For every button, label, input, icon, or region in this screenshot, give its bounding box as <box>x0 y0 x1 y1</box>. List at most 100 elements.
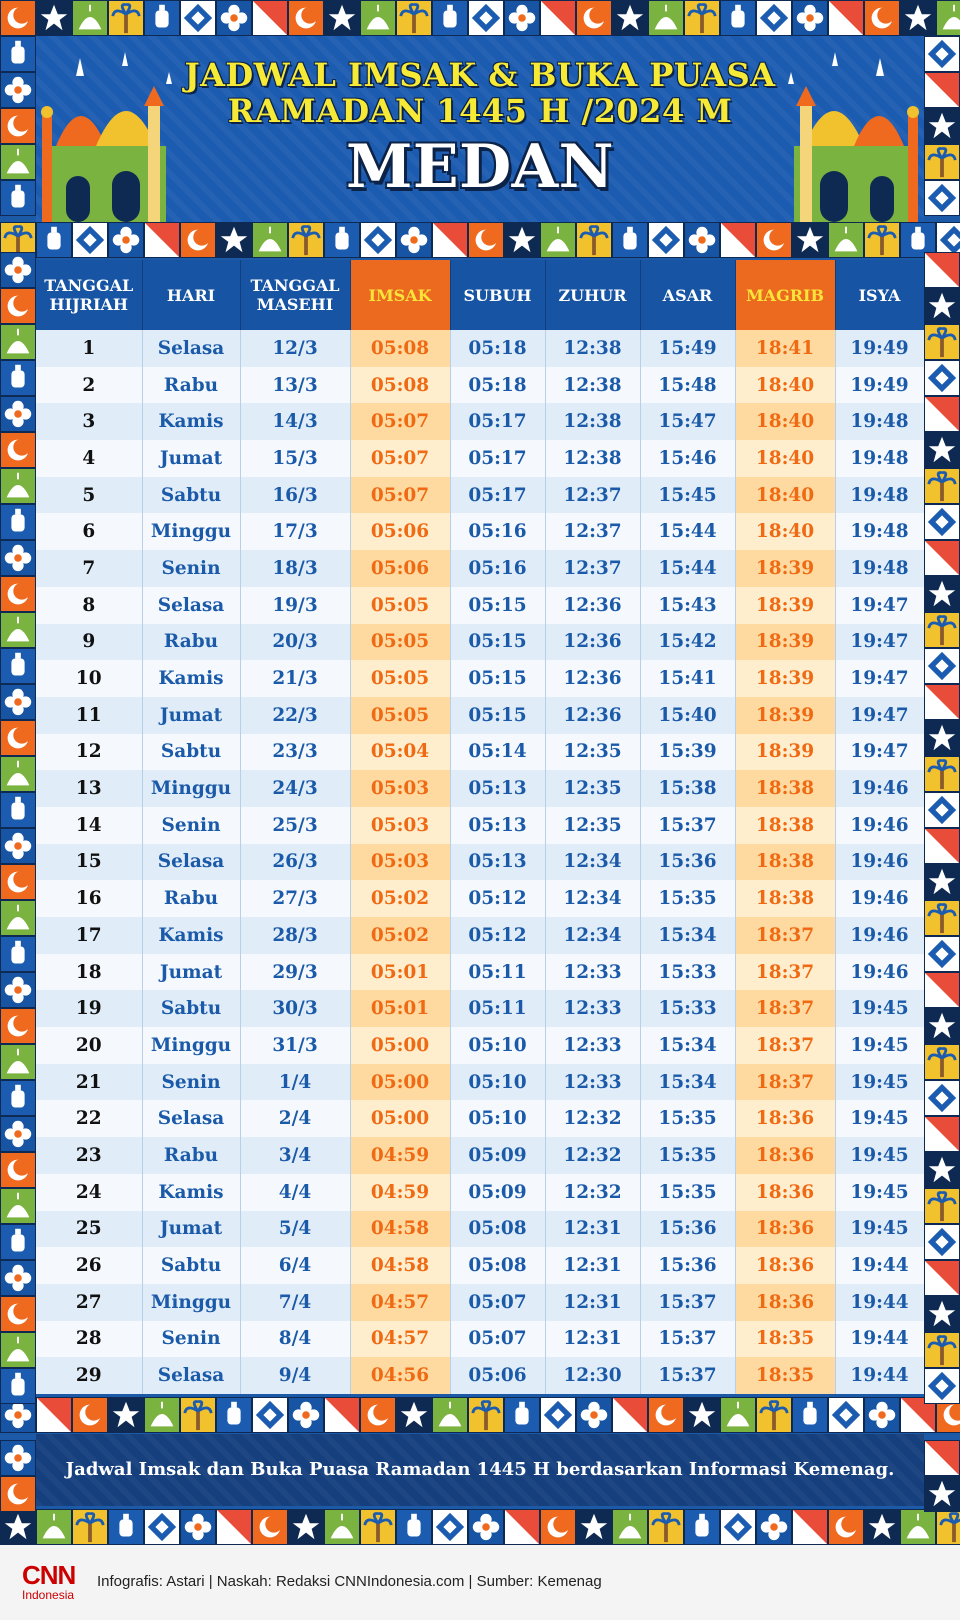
cell-imsak: 05:01 <box>350 953 451 991</box>
cell-zuhur: 12:35 <box>545 770 641 807</box>
crescent-icon <box>0 1152 36 1188</box>
cell-hari: Rabu <box>142 623 241 661</box>
cell-subuh: 05:11 <box>450 990 546 1028</box>
cell-imsak: 04:59 <box>350 1173 451 1211</box>
cell-hij: 3 <box>36 403 143 441</box>
star-icon <box>924 864 960 900</box>
flower-icon <box>0 972 36 1008</box>
crescent-icon <box>0 576 36 612</box>
flower-icon <box>180 1509 216 1545</box>
cell-masehi: 19/3 <box>240 586 351 624</box>
cell-zuhur: 12:32 <box>545 1100 641 1138</box>
cell-hari: Senin <box>142 1063 241 1101</box>
lantern-icon <box>0 936 36 972</box>
cell-asar: 15:37 <box>640 1283 736 1321</box>
diamond-icon <box>924 648 960 684</box>
lantern-icon <box>684 1509 720 1545</box>
triangle-icon <box>924 252 960 288</box>
cell-masehi: 30/3 <box>240 990 351 1028</box>
crescent-icon <box>252 1509 288 1545</box>
cell-subuh: 05:15 <box>450 623 546 661</box>
cell-isya: 19:46 <box>835 880 925 917</box>
star-icon <box>864 1509 900 1545</box>
cell-hij: 5 <box>36 476 143 514</box>
cell-masehi: 4/4 <box>240 1173 351 1211</box>
star-icon <box>924 576 960 612</box>
cell-subuh: 05:10 <box>450 1027 546 1064</box>
lantern-icon <box>432 0 468 36</box>
cell-subuh: 05:16 <box>450 550 546 587</box>
cell-subuh: 05:13 <box>450 770 546 807</box>
cell-magrib: 18:37 <box>735 990 836 1028</box>
table-row: 28 Senin 8/4 04:57 05:07 12:31 15:37 18:35 19:44 <box>36 1320 925 1358</box>
cell-isya: 19:44 <box>835 1247 925 1284</box>
cell-isya: 19:47 <box>835 623 925 661</box>
diamond-icon <box>648 222 684 258</box>
diamond-icon <box>924 36 960 72</box>
flower-icon <box>0 540 36 576</box>
cell-hij: 15 <box>36 843 143 881</box>
mosque-dome-icon <box>252 222 288 258</box>
lantern-icon <box>144 0 180 36</box>
cell-magrib: 18:35 <box>735 1357 836 1394</box>
table-row: 27 Minggu 7/4 04:57 05:07 12:31 15:37 18:36 19:4… <box>36 1283 925 1321</box>
star-icon <box>792 222 828 258</box>
cell-hij: 21 <box>36 1063 143 1101</box>
cell-asar: 15:44 <box>640 513 736 551</box>
cell-magrib: 18:37 <box>735 917 836 954</box>
cell-subuh: 05:13 <box>450 806 546 844</box>
cell-hari: Selasa <box>142 586 241 624</box>
cell-imsak: 05:01 <box>350 990 451 1028</box>
cell-magrib: 18:39 <box>735 550 836 587</box>
table-row: 2 Rabu 13/3 05:08 05:18 12:38 15:48 18:40 19:49 <box>36 366 925 404</box>
mosque-dome-icon <box>648 0 684 36</box>
mosque-dome-icon <box>0 144 36 180</box>
cell-asar: 15:48 <box>640 366 736 404</box>
cell-masehi: 6/4 <box>240 1247 351 1284</box>
diamond-icon <box>72 222 108 258</box>
cell-subuh: 05:10 <box>450 1100 546 1138</box>
star-icon <box>924 1476 960 1512</box>
cell-hij: 23 <box>36 1137 143 1174</box>
diamond-icon <box>924 792 960 828</box>
cell-subuh: 05:17 <box>450 403 546 441</box>
flower-icon <box>468 1509 504 1545</box>
cell-asar: 15:35 <box>640 1173 736 1211</box>
cell-subuh: 05:14 <box>450 733 546 771</box>
cell-subuh: 05:17 <box>450 440 546 477</box>
cell-isya: 19:48 <box>835 550 925 587</box>
star-icon <box>0 1509 36 1545</box>
cell-hij: 26 <box>36 1247 143 1284</box>
triangle-icon <box>924 1440 960 1476</box>
cell-hij: 7 <box>36 550 143 587</box>
cell-hari: Sabtu <box>142 733 241 771</box>
table-header-row: TANGGAL HIJRIAH HARI TANGGAL MASEHI IMSAK SU… <box>36 260 925 330</box>
table-body: 1 Selasa 12/3 05:08 05:18 12:38 15:49 18:41 19:4… <box>36 330 925 1394</box>
cell-masehi: 29/3 <box>240 953 351 991</box>
mosque-dome-icon <box>0 1188 36 1224</box>
triangle-icon <box>924 396 960 432</box>
diamond-icon <box>252 1397 288 1433</box>
cell-subuh: 05:15 <box>450 660 546 697</box>
column-header-magrib: MAGRIB <box>735 260 836 330</box>
header-banner: JADWAL IMSAK & BUKA PUASA RAMADAN 1445 H… <box>36 36 924 222</box>
cell-isya: 19:47 <box>835 660 925 697</box>
star-icon <box>612 0 648 36</box>
cell-subuh: 05:12 <box>450 917 546 954</box>
cell-hij: 6 <box>36 513 143 551</box>
mosque-dome-icon <box>0 900 36 936</box>
triangle-icon <box>924 1116 960 1152</box>
cell-masehi: 14/3 <box>240 403 351 441</box>
cell-masehi: 16/3 <box>240 476 351 514</box>
palm-icon <box>924 756 960 792</box>
cell-imsak: 04:57 <box>350 1283 451 1321</box>
cell-hari: Kamis <box>142 917 241 954</box>
cell-hari: Selasa <box>142 843 241 881</box>
cell-masehi: 22/3 <box>240 696 351 734</box>
cell-imsak: 05:06 <box>350 513 451 551</box>
cell-asar: 15:36 <box>640 1210 736 1248</box>
lantern-icon <box>108 1509 144 1545</box>
diamond-icon <box>432 1509 468 1545</box>
cell-zuhur: 12:38 <box>545 403 641 441</box>
diamond-icon <box>180 0 216 36</box>
